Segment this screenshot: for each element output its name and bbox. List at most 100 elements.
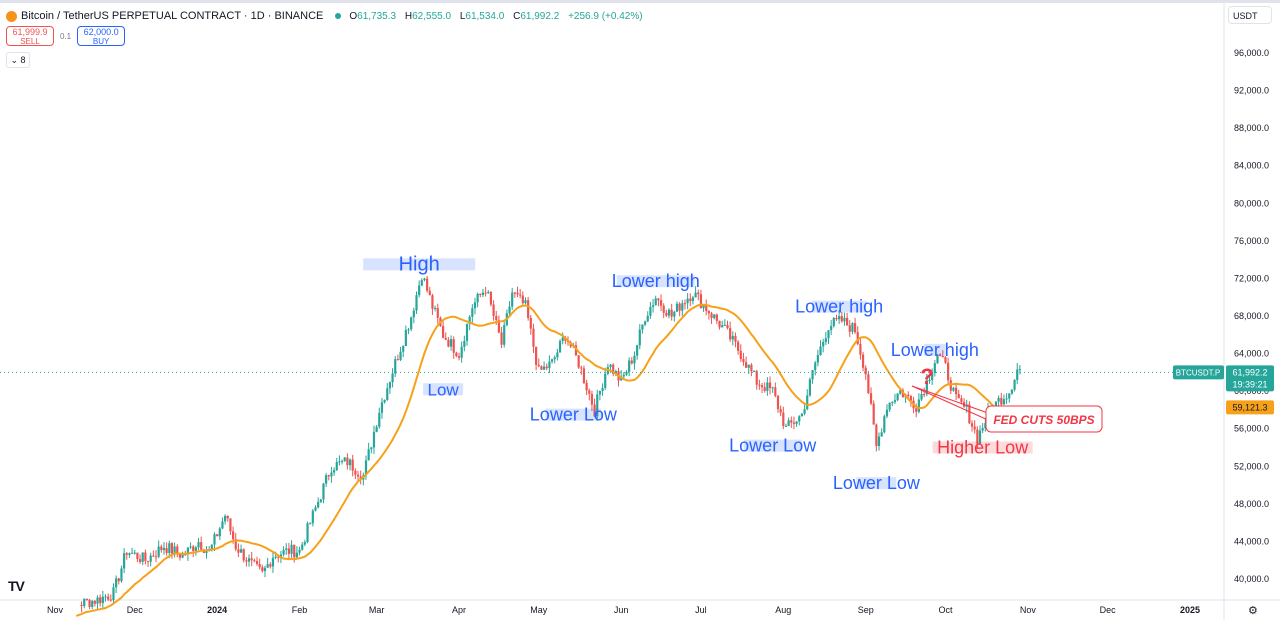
candle xyxy=(303,539,306,547)
candle xyxy=(428,286,431,296)
candle xyxy=(553,355,556,364)
candle xyxy=(173,542,176,558)
candle xyxy=(574,341,578,357)
sell-button[interactable]: 61,999.9 SELL xyxy=(6,26,54,46)
candle xyxy=(848,320,851,337)
candle xyxy=(657,297,660,307)
candle xyxy=(162,542,166,555)
candle xyxy=(915,403,918,418)
annotation-label: Lower high xyxy=(612,271,700,291)
candle xyxy=(263,565,267,578)
open-value: 61,735.3 xyxy=(357,10,397,22)
annotation-highlight xyxy=(812,300,867,313)
candle xyxy=(287,542,291,559)
candle xyxy=(931,368,934,386)
tradingview-logo[interactable]: TV xyxy=(8,578,25,594)
close-value: 61,992.2 xyxy=(520,10,560,22)
ohlc-values: O61,735.3 H62,555.0 L61,534.0 C61,992.2 … xyxy=(349,11,648,22)
candle xyxy=(752,370,756,372)
candle xyxy=(776,394,780,413)
candle xyxy=(872,400,875,425)
candle xyxy=(295,546,298,559)
callout-pointer xyxy=(911,385,989,414)
candle xyxy=(192,544,195,558)
candle xyxy=(226,515,229,522)
candle xyxy=(418,280,421,298)
candle xyxy=(968,401,971,424)
annotation-label: Lower Low xyxy=(729,436,817,456)
candle xyxy=(875,423,878,452)
candle xyxy=(359,470,362,485)
candle xyxy=(705,299,708,316)
candle xyxy=(840,311,843,323)
candle xyxy=(123,548,126,574)
candle xyxy=(633,351,636,370)
x-tick-label: Jul xyxy=(695,605,707,615)
candle xyxy=(899,389,902,395)
symbol-title[interactable]: Bitcoin / TetherUS PERPETUAL CONTRACT · … xyxy=(21,10,324,22)
candle xyxy=(465,323,469,346)
candle xyxy=(846,312,849,326)
close-label: C xyxy=(513,10,521,22)
candle xyxy=(957,389,960,399)
candle xyxy=(104,594,107,602)
candle xyxy=(606,363,609,376)
candle xyxy=(194,545,197,556)
ma-price-tag xyxy=(1226,400,1274,415)
bitcoin-icon xyxy=(6,10,17,22)
annotation-label: Lower Low xyxy=(833,473,921,493)
low-label: L xyxy=(459,10,466,22)
buy-button[interactable]: 62,000.0 BUY xyxy=(77,26,126,46)
candle xyxy=(941,350,944,358)
candle xyxy=(737,340,740,355)
y-tick-label: 88,000.0 xyxy=(1234,123,1269,133)
candle xyxy=(170,542,174,559)
candle xyxy=(723,319,726,327)
annotation-highlight xyxy=(856,477,897,490)
candle xyxy=(364,455,368,480)
candle xyxy=(479,293,482,298)
candle xyxy=(335,457,338,472)
candle xyxy=(800,413,804,417)
candle xyxy=(721,320,724,328)
candle xyxy=(266,557,269,568)
candle xyxy=(830,320,833,336)
candle xyxy=(399,346,402,361)
candle xyxy=(109,594,112,602)
spread-value: 0.1 xyxy=(60,31,72,41)
annotation-label: Lower high xyxy=(795,297,883,317)
candle xyxy=(907,391,910,400)
high-label: H xyxy=(404,10,413,22)
candle xyxy=(253,558,256,563)
candle xyxy=(811,370,814,384)
candle xyxy=(444,332,447,341)
candle xyxy=(792,416,796,430)
y-tick-label: 44,000.0 xyxy=(1234,536,1269,546)
candle xyxy=(713,314,716,320)
candle xyxy=(242,548,245,563)
candle xyxy=(396,354,399,361)
gear-icon[interactable]: ⚙ xyxy=(1248,605,1258,617)
buy-price: 62,000.0 xyxy=(83,27,119,37)
candle xyxy=(771,386,774,393)
candle xyxy=(311,508,314,527)
candle xyxy=(317,497,320,509)
candle xyxy=(558,339,562,353)
candle xyxy=(407,327,410,335)
candle xyxy=(239,544,243,553)
x-tick-label: May xyxy=(530,605,548,615)
candle xyxy=(441,319,445,339)
candle xyxy=(970,420,974,432)
candle xyxy=(694,286,697,298)
candle xyxy=(362,472,365,486)
candle xyxy=(745,356,748,368)
currency-select[interactable]: USDT xyxy=(1228,6,1272,24)
annotation-label: Low xyxy=(427,380,459,399)
candle xyxy=(332,467,336,476)
candle xyxy=(628,357,631,377)
candle xyxy=(853,317,857,334)
candle xyxy=(851,322,854,335)
candle xyxy=(891,401,894,407)
indicators-toggle-button[interactable]: ⌄ 8 xyxy=(6,52,30,68)
